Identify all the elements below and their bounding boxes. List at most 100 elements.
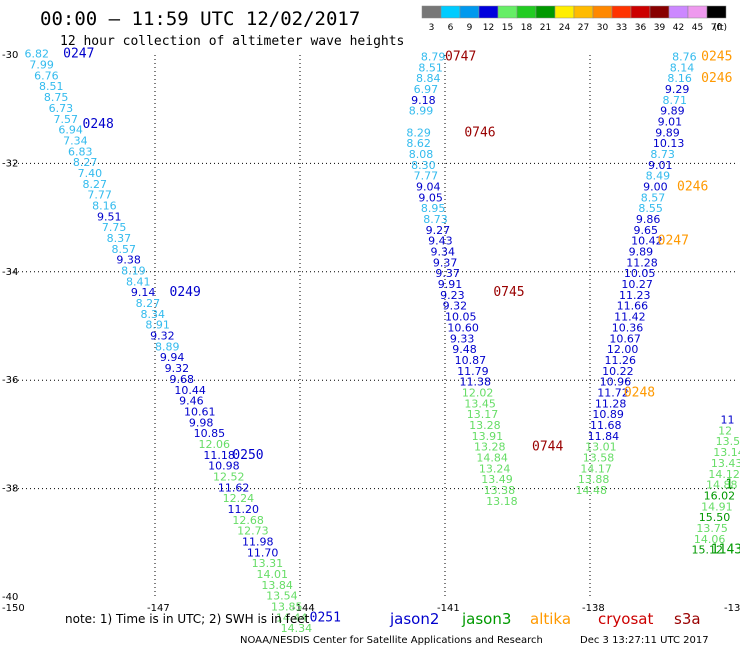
swh-value: 8.62 — [406, 137, 431, 150]
swh-value: 12.06 — [199, 438, 231, 451]
swh-value: 13.43 — [711, 457, 740, 470]
swh-value: 11.62 — [218, 481, 250, 494]
color-scale: 3 6 9 12 15 18 21 24 27 30 33 36 39 42 45 70 — [421, 5, 727, 33]
swh-value: 12.02 — [462, 386, 494, 399]
generated-timestamp: Dec 3 13:27:11 UTC 2017 — [580, 635, 709, 646]
swh-value: 8.71 — [663, 94, 688, 107]
color-scale-label: 45 — [692, 23, 703, 33]
pass-time-label: 0747 — [445, 49, 476, 64]
color-scale-label: 21 — [540, 23, 551, 33]
swh-value: 13.85 — [271, 601, 303, 614]
swh-value: 8.55 — [638, 202, 663, 215]
x-tick-label: -144 — [292, 603, 315, 614]
pass-time-label: 0249 — [170, 285, 201, 300]
swh-value: 10.27 — [621, 278, 653, 291]
swh-value: 8.27 — [136, 297, 161, 310]
swh-value: 12.52 — [213, 470, 245, 483]
swh-value: 11.98 — [242, 536, 274, 549]
swh-value: 13.18 — [486, 495, 518, 508]
swh-value: 8.14 — [670, 61, 695, 74]
swh-value: 9.48 — [452, 343, 477, 356]
x-tick-label: -150 — [2, 603, 25, 614]
x-tick-label: -138 — [582, 603, 605, 614]
swh-value: 7.99 — [29, 59, 54, 72]
swh-value: 7.77 — [87, 189, 112, 202]
pass-time-label: 0247 — [63, 47, 94, 62]
swh-value: 8.27 — [83, 178, 108, 191]
color-scale-swatch — [535, 5, 556, 19]
swh-value: 13.54 — [266, 590, 298, 603]
pass-time-label: 0246 — [701, 71, 732, 86]
y-tick-label: -34 — [2, 267, 18, 278]
swh-value: 8.79 — [421, 50, 446, 63]
color-scale-label: 24 — [559, 23, 571, 33]
swh-value: 8.16 — [667, 72, 692, 85]
swh-value: 9.29 — [665, 83, 690, 96]
color-scale-label: 33 — [616, 23, 627, 33]
swh-value: 8.34 — [141, 308, 166, 321]
swh-value: 9.33 — [450, 332, 475, 345]
pass-time-label: 0251 — [310, 610, 341, 625]
swh-value: 9.27 — [426, 224, 451, 237]
swh-value: 9.18 — [411, 94, 436, 107]
pass-time-label: 0248 — [624, 385, 655, 400]
swh-value: 8.75 — [44, 91, 68, 104]
swh-value: 14.88 — [706, 479, 738, 492]
y-tick-label: -30 — [2, 50, 18, 61]
swh-value: 9.05 — [418, 191, 443, 204]
swh-value: 13.75 — [696, 522, 728, 535]
pass-time-label: 0247 — [658, 234, 689, 249]
swh-value: 8.99 — [409, 105, 434, 118]
color-scale-label: 9 — [467, 23, 473, 33]
swh-value: 12.24 — [223, 492, 255, 505]
swh-value: 9.14 — [131, 286, 156, 299]
swh-value: 11.18 — [203, 449, 235, 462]
swh-value: 13.58 — [583, 452, 615, 465]
swh-value: 14.12 — [708, 468, 740, 481]
swh-value: 13.38 — [484, 484, 515, 497]
swh-value: 13.24 — [479, 462, 511, 475]
swh-value: 10.13 — [653, 137, 685, 150]
swh-value: 10.85 — [194, 427, 226, 440]
swh-value: 8.84 — [416, 72, 441, 85]
swh-value: 11.28 — [595, 397, 627, 410]
swh-value: 11.20 — [228, 503, 260, 516]
x-tick-label: -147 — [147, 603, 170, 614]
swh-value: 9.37 — [435, 267, 460, 280]
legend-jason2: jason2 — [389, 610, 439, 628]
swh-value: 9.98 — [189, 416, 214, 429]
swh-value: 13.45 — [464, 397, 496, 410]
color-scale-label: 15 — [502, 23, 513, 33]
swh-value: 11.28 — [626, 256, 658, 269]
swh-value: 10.87 — [455, 354, 487, 367]
swh-value: 14.01 — [257, 568, 289, 581]
color-scale-label: 36 — [635, 23, 647, 33]
swh-value: 9.01 — [658, 115, 683, 128]
swh-value: 8.41 — [126, 275, 151, 288]
swh-value: 8.27 — [73, 156, 98, 169]
swh-value: 8.49 — [646, 170, 671, 183]
color-scale-swatch — [478, 5, 499, 19]
swh-value: 9.89 — [629, 246, 654, 259]
swh-value: 10.05 — [624, 267, 656, 280]
swh-value: 11.23 — [619, 289, 651, 302]
swh-value: 9.34 — [431, 246, 456, 259]
swh-value: 8.91 — [145, 319, 170, 332]
pass-time-label: 1 — [725, 478, 733, 493]
swh-value: 7.34 — [63, 134, 88, 147]
swh-value: 9.32 — [165, 362, 190, 375]
color-scale-label: 39 — [654, 23, 666, 33]
swh-value: 9.91 — [438, 278, 463, 291]
series-jason3: 111213.513.1413.4314.1214.8816.0214.9115… — [692, 414, 740, 557]
color-scale-swatch — [649, 5, 670, 19]
color-scale-swatch — [630, 5, 651, 19]
swh-value: 8.95 — [421, 202, 446, 215]
chart-title: 00:00 – 11:59 UTC 12/02/2017 — [40, 8, 360, 30]
swh-value: 9.86 — [636, 213, 661, 226]
y-tick-label: -38 — [2, 484, 18, 495]
legend-jason3: jason3 — [461, 610, 511, 628]
swh-value: 7.57 — [54, 113, 79, 126]
color-scale-swatch — [554, 5, 575, 19]
swh-value: 8.73 — [650, 148, 675, 161]
color-scale-swatch — [668, 5, 689, 19]
